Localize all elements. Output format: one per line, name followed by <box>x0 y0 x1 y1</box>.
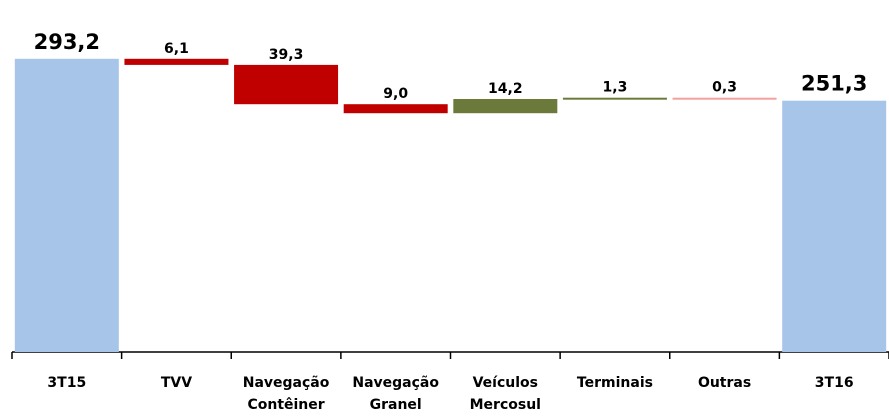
value-label: 0,3 <box>712 80 737 96</box>
x-tick-label: Terminais <box>576 375 653 391</box>
value-label: 6,1 <box>164 41 189 57</box>
bar <box>562 97 667 100</box>
bar <box>124 58 229 65</box>
bar <box>782 100 887 352</box>
total-label: 293,2 <box>34 30 100 54</box>
bar <box>14 58 119 353</box>
value-label: 1,3 <box>603 80 628 96</box>
x-tick-label: TVV <box>160 375 193 391</box>
value-label: 39,3 <box>269 47 304 63</box>
x-tick-label: Navegação Granel <box>352 375 439 413</box>
x-tick-label: Navegação Contêiner <box>242 375 330 413</box>
x-tick-label: 3T16 <box>814 375 854 391</box>
x-tick-label: Veículos Mercosul <box>469 375 541 413</box>
value-label: 9,0 <box>383 86 408 102</box>
total-label: 251,3 <box>801 72 867 96</box>
value-label: 14,2 <box>488 81 523 97</box>
bar <box>453 99 558 114</box>
bar <box>672 97 777 100</box>
x-tick-label: Outras <box>697 375 752 391</box>
bar <box>343 104 448 114</box>
x-tick-label: 3T15 <box>47 375 87 391</box>
bar <box>234 64 339 105</box>
